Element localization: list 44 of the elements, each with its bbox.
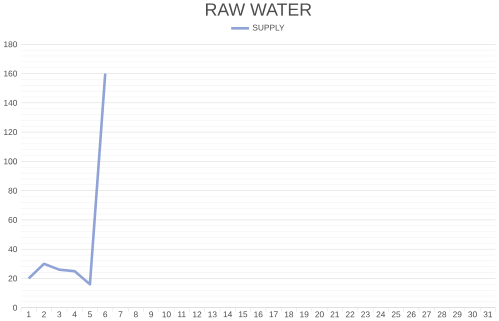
x-tick-label: 17 bbox=[270, 312, 278, 318]
y-tick-label: 0 bbox=[13, 304, 18, 311]
x-tick-label: 2 bbox=[42, 312, 46, 318]
line-series bbox=[27, 72, 107, 286]
x-tick-label: 9 bbox=[149, 312, 154, 318]
x-tick-label: 6 bbox=[103, 312, 108, 318]
legend-label: SUPPLY bbox=[252, 24, 284, 31]
y-tick-label: 120 bbox=[4, 129, 18, 136]
x-tick-label: 22 bbox=[346, 312, 354, 318]
x-tick-label: 20 bbox=[315, 312, 324, 318]
x-tick-label: 10 bbox=[162, 312, 171, 318]
x-tick-label: 30 bbox=[468, 312, 477, 318]
x-tick-label: 19 bbox=[300, 312, 308, 318]
x-tick-label: 1 bbox=[27, 312, 31, 318]
x-tick-label: 8 bbox=[134, 312, 138, 318]
y-tick-label: 20 bbox=[8, 276, 18, 282]
x-tick-label: 21 bbox=[330, 312, 340, 318]
x-tick-label: 13 bbox=[208, 312, 217, 318]
x-tick-label: 18 bbox=[284, 312, 294, 318]
x-tick-label: 25 bbox=[392, 312, 400, 318]
x-tick-label: 7 bbox=[118, 312, 122, 318]
y-tick-label: 60 bbox=[8, 217, 18, 223]
y-tick-label: 140 bbox=[4, 100, 18, 106]
x-tick-label: 12 bbox=[193, 312, 202, 318]
x-tick-label: 28 bbox=[438, 312, 446, 318]
x-tick-label: 11 bbox=[178, 312, 186, 318]
x-tick-label: 16 bbox=[254, 312, 263, 318]
x-tick-label: 27 bbox=[422, 312, 431, 318]
x-tick-label: 4 bbox=[72, 312, 77, 318]
x-tick-label: 3 bbox=[57, 312, 62, 318]
x-tick-label: 31 bbox=[484, 312, 492, 318]
x-tick-label: 15 bbox=[238, 312, 248, 318]
y-tick-label: 80 bbox=[8, 188, 18, 194]
chart-title: RAW WATER bbox=[206, 4, 312, 16]
x-tick-label: 24 bbox=[376, 312, 386, 318]
x-tick-label: 14 bbox=[224, 312, 232, 318]
y-tick-label: 100 bbox=[4, 158, 18, 164]
x-tick-label: 5 bbox=[88, 312, 92, 318]
x-tick-label: 23 bbox=[361, 312, 370, 318]
y-tick-label: 160 bbox=[4, 70, 18, 77]
x-tick-label: 26 bbox=[407, 312, 416, 318]
x-tick-label: 29 bbox=[453, 312, 462, 318]
y-tick-label: 180 bbox=[4, 41, 18, 48]
y-tick-label: 40 bbox=[8, 246, 18, 252]
